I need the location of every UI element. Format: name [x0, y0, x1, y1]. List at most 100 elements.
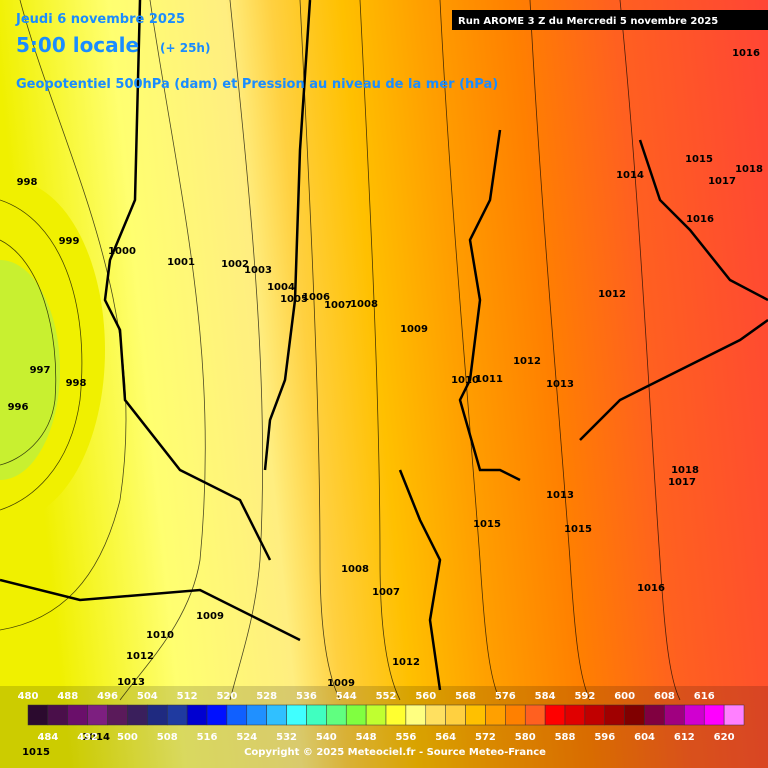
- legend-swatch: [27, 704, 49, 726]
- legend-label: 508: [157, 732, 178, 743]
- pressure-label: 1014: [82, 732, 110, 743]
- date: Jeudi 6 novembre 2025: [15, 12, 185, 27]
- pressure-label: 1009: [327, 678, 355, 689]
- legend-swatch: [107, 704, 128, 726]
- pressure-label: 1002: [221, 259, 249, 270]
- legend-swatch: [405, 704, 427, 726]
- legend-label: 480: [18, 691, 39, 702]
- pressure-label: 1010: [451, 375, 479, 386]
- pressure-label: 1018: [735, 164, 763, 175]
- legend-swatch: [644, 704, 665, 726]
- pressure-label: 1013: [117, 677, 145, 688]
- legend-label: 536: [296, 691, 317, 702]
- legend-label: 560: [415, 691, 436, 702]
- borders: [0, 0, 768, 691]
- pressure-label: 1012: [513, 356, 541, 367]
- pressure-label: 1003: [244, 265, 272, 276]
- legend-swatch: [544, 704, 566, 726]
- legend-label: 604: [634, 732, 655, 743]
- legend-label: 576: [495, 691, 516, 702]
- legend-label: 520: [216, 691, 237, 702]
- isobars: [0, 0, 681, 701]
- lead-time: (+ 25h): [160, 41, 210, 55]
- pressure-label: 1016: [732, 48, 760, 59]
- legend-label: 568: [455, 691, 476, 702]
- legend-swatch: [266, 704, 287, 726]
- legend-swatch: [684, 704, 705, 726]
- legend-swatch: [326, 704, 347, 726]
- pressure-label: 1009: [196, 611, 224, 622]
- pressure-label: 999: [59, 236, 80, 247]
- legend-swatch: [584, 704, 606, 726]
- legend-label: 540: [316, 732, 337, 743]
- legend-swatch: [604, 704, 625, 726]
- pressure-label: 1010: [146, 630, 174, 641]
- pressure-label: 998: [66, 378, 87, 389]
- legend-label: 580: [515, 732, 536, 743]
- pressure-label: 1015: [685, 154, 713, 165]
- legend-swatch: [127, 704, 148, 726]
- legend-label: 592: [574, 691, 595, 702]
- legend-label: 532: [276, 732, 297, 743]
- pressure-label: 1006: [302, 292, 330, 303]
- legend-swatch: [345, 704, 367, 726]
- legend-swatch: [306, 704, 327, 726]
- legend-label: 496: [97, 691, 118, 702]
- pressure-label: 1015: [564, 524, 592, 535]
- legend-label: 484: [37, 732, 58, 743]
- legend-swatch: [147, 704, 168, 726]
- legend-label: 556: [395, 732, 416, 743]
- legend-swatch: [703, 704, 725, 726]
- legend-label: 488: [57, 691, 78, 702]
- legend-label: 512: [177, 691, 198, 702]
- pressure-label: 1004: [267, 282, 295, 293]
- pressure-label: 1005: [280, 294, 308, 305]
- legend-swatch: [624, 704, 645, 726]
- legend-label: 552: [376, 691, 397, 702]
- pressure-label: 1013: [546, 379, 574, 390]
- time: 5:00 locale: [16, 33, 139, 57]
- pressure-label: 1008: [350, 299, 378, 310]
- legend-label: 524: [236, 732, 257, 743]
- legend-swatch: [385, 704, 407, 726]
- pressure-label: 998: [17, 177, 38, 188]
- legend-label: 500: [117, 732, 138, 743]
- pressure-label: 1016: [637, 583, 665, 594]
- legend-swatch: [286, 704, 307, 726]
- legend-swatch: [564, 704, 586, 726]
- legend-swatch: [505, 704, 526, 726]
- run-banner: [452, 10, 768, 30]
- run-info: Run AROME 3 Z du Mercredi 5 novembre 202…: [458, 16, 718, 27]
- field-zone: [0, 260, 60, 480]
- legend-swatch: [87, 704, 108, 726]
- legend-swatch: [166, 704, 188, 726]
- legend-swatch: [226, 704, 248, 726]
- pressure-label: 1015: [22, 747, 50, 758]
- legend-label: 608: [654, 691, 675, 702]
- legend-label: 544: [336, 691, 357, 702]
- legend-label: 596: [594, 732, 615, 743]
- legend-label: 548: [356, 732, 377, 743]
- legend-swatch: [524, 704, 546, 726]
- pressure-label: 1012: [392, 657, 420, 668]
- pressure-label: 1017: [708, 176, 736, 187]
- pressure-label: 997: [30, 365, 51, 376]
- legend-swatch: [445, 704, 466, 726]
- legend-label: 588: [555, 732, 576, 743]
- legend-label: 612: [674, 732, 695, 743]
- legend-swatch: [664, 704, 685, 726]
- legend-label: 528: [256, 691, 277, 702]
- legend-label: 564: [435, 732, 456, 743]
- legend-label: 584: [535, 691, 556, 702]
- legend-label: 516: [197, 732, 218, 743]
- pressure-label: 1001: [167, 257, 195, 268]
- legend-swatch: [485, 704, 506, 726]
- legend-label: 492: [77, 732, 98, 743]
- pressure-label: 1018: [671, 465, 699, 476]
- legend-label: 616: [694, 691, 715, 702]
- legend-swatch: [67, 704, 88, 726]
- pressure-label: 1017: [668, 477, 696, 488]
- pressure-label: 1011: [475, 374, 503, 385]
- pressure-label: 1014: [616, 170, 644, 181]
